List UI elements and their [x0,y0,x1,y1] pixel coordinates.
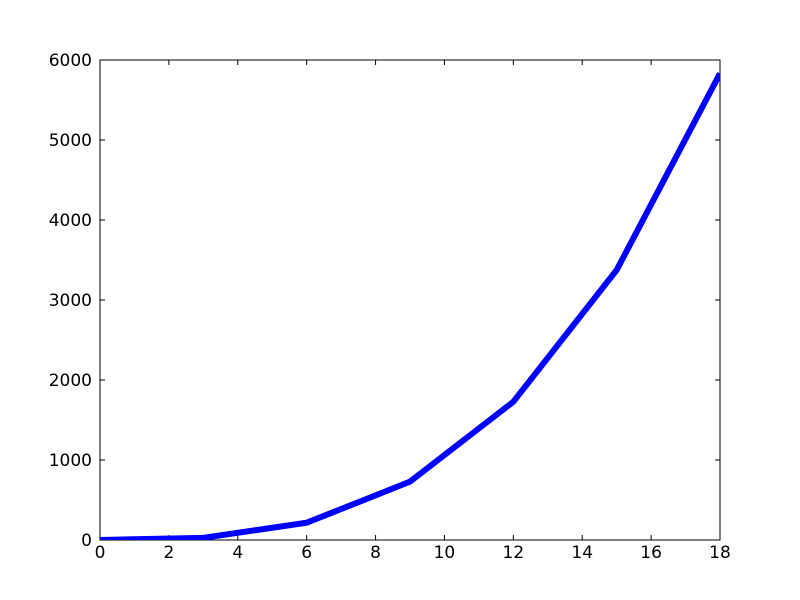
y-tick-label: 5000 [49,131,92,151]
y-tick-label: 6000 [49,51,92,71]
x-tick-label: 4 [232,543,243,563]
ticks [99,59,721,541]
y-tick-label: 1000 [49,451,92,471]
x-tick-label: 2 [163,543,174,563]
x-tick-label: 18 [709,543,731,563]
y-tick-label: 4000 [49,211,92,231]
y-tick-label: 2000 [49,371,92,391]
y-tick-label: 0 [81,531,92,551]
x-tick-label: 16 [640,543,662,563]
x-tick-label: 0 [95,543,106,563]
tick-labels: 0 2 4 6 8 10 12 14 16 18 0 1000 2000 3000 4000 5000 6000 [49,51,731,563]
x-tick-label: 10 [434,543,456,563]
x-tick-label: 8 [370,543,381,563]
x-tick-label: 12 [503,543,525,563]
plot-line [100,72,720,540]
x-tick-label: 6 [301,543,312,563]
y-tick-label: 3000 [49,291,92,311]
x-tick-label: 14 [571,543,593,563]
